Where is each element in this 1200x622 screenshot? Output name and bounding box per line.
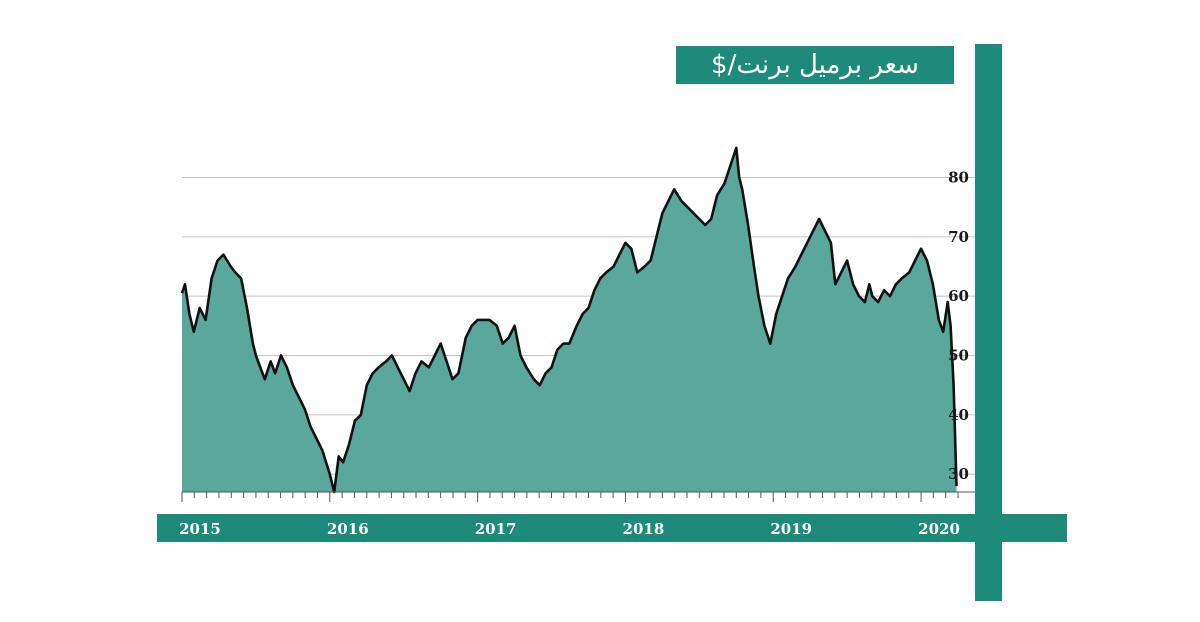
y-tick-label: 80 xyxy=(948,168,969,186)
y-axis-band xyxy=(975,44,1002,601)
x-axis-band xyxy=(157,514,1067,542)
price-line xyxy=(180,146,958,494)
x-tick-label: 2019 xyxy=(770,520,812,538)
y-tick-label: 30 xyxy=(948,465,969,483)
x-tick-label: 2017 xyxy=(475,520,517,538)
x-minor-ticks xyxy=(181,492,959,502)
y-tick-label: 60 xyxy=(948,287,969,305)
price-area xyxy=(182,147,957,493)
x-tick-label: 2018 xyxy=(623,520,665,538)
x-tick-label: 2015 xyxy=(179,520,221,538)
y-tick-label: 70 xyxy=(948,228,969,246)
chart-title: سعر برميل برنت/$ xyxy=(676,46,954,84)
x-tick-label: 2016 xyxy=(327,520,369,538)
y-tick-label: 40 xyxy=(948,406,969,424)
y-tick-labels: 30 40 50 60 70 80 xyxy=(948,168,969,483)
x-tick-labels: 2015 2016 2017 2018 2019 2020 xyxy=(179,520,960,538)
y-tick-label: 50 xyxy=(948,347,969,365)
x-tick-label: 2020 xyxy=(918,520,960,538)
